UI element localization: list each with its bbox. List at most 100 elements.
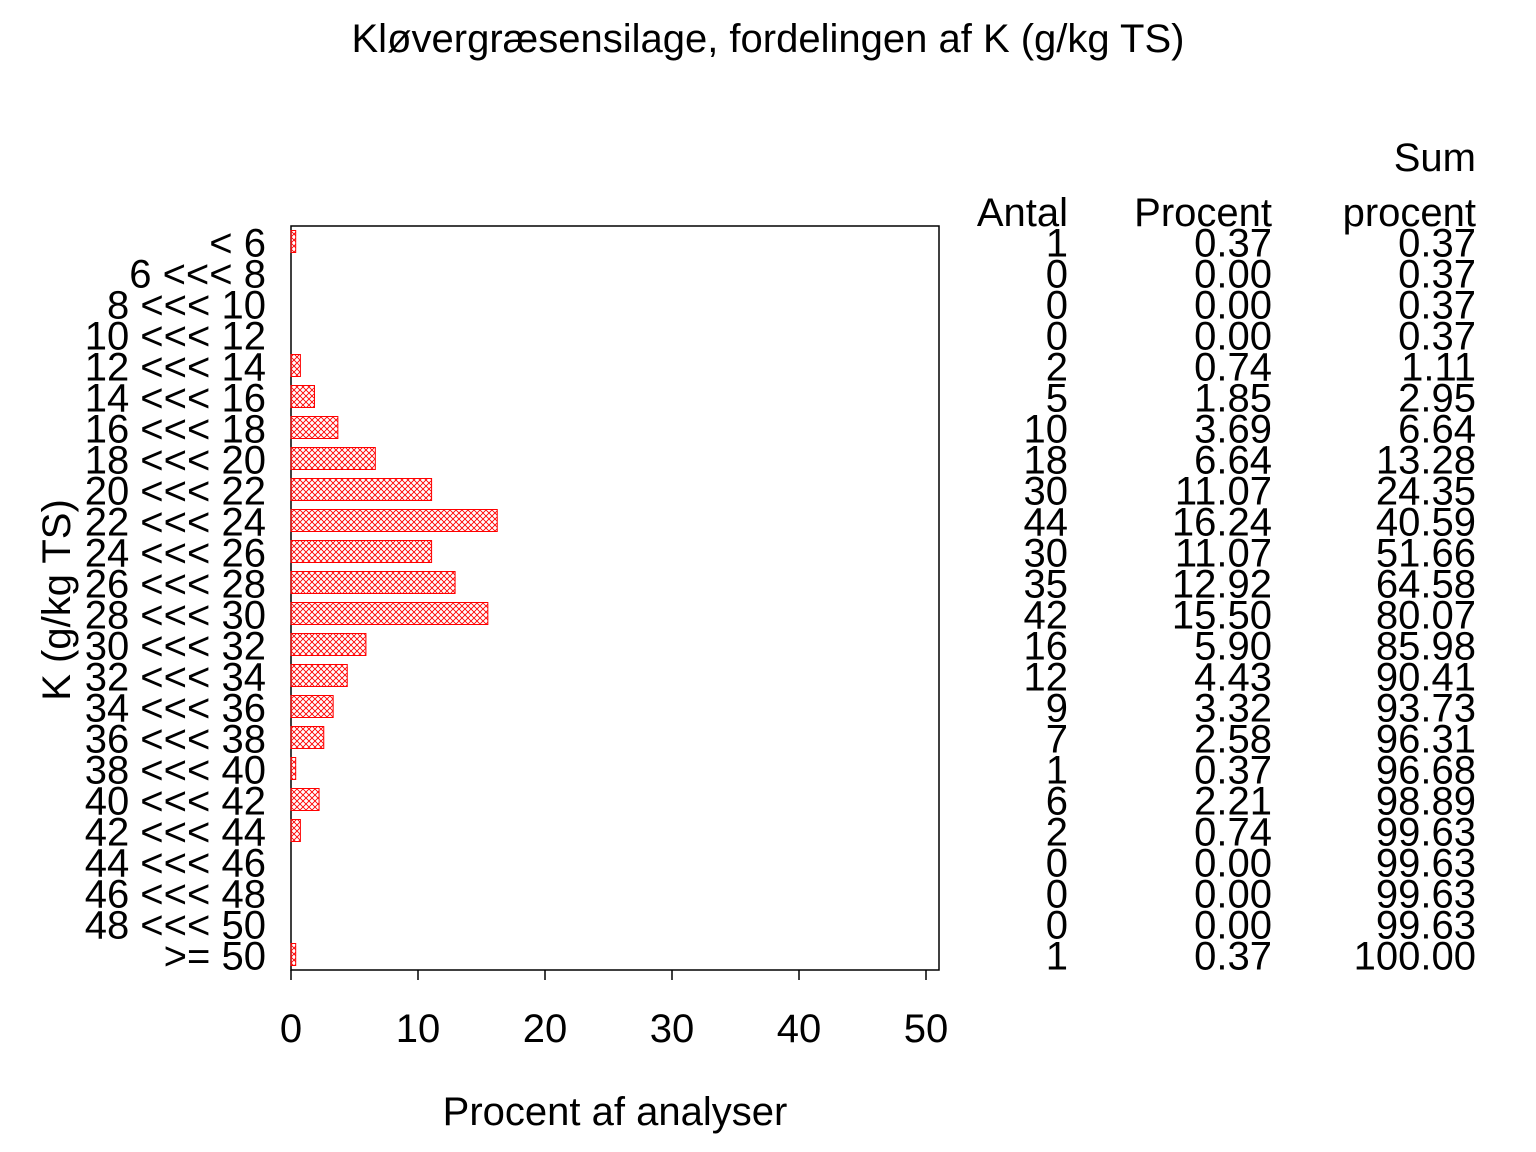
table-cell-antal: 12 (1024, 656, 1069, 700)
bar-18 (290, 788, 320, 811)
table-cell-antal: 5 (1046, 377, 1068, 421)
bar-5 (290, 385, 315, 408)
x-tick-label: 10 (396, 1007, 441, 1051)
plot-frame (290, 225, 940, 971)
x-tick-label: 0 (280, 1007, 302, 1051)
table-cell-procent: 0.00 (1194, 873, 1272, 917)
table-cell-sum-procent: 13.28 (1376, 439, 1476, 483)
table-cell-procent: 0.00 (1194, 315, 1272, 359)
category-label: 6 <<< 8 (129, 253, 266, 297)
bar-7 (290, 447, 376, 470)
table-cell-procent: 0.74 (1194, 346, 1272, 390)
category-label: 12 <<< 14 (85, 346, 266, 390)
y-axis-label: K (g/kg TS) (35, 499, 79, 701)
table-cell-sum-procent: 2.95 (1398, 377, 1476, 421)
table-cell-antal: 44 (1024, 501, 1069, 545)
bar-17 (290, 757, 297, 780)
table-cell-antal: 42 (1024, 594, 1069, 638)
category-label: 44 <<< 46 (85, 842, 266, 886)
table-cell-sum-procent: 90.41 (1376, 656, 1476, 700)
table-cell-sum-procent: 1.11 (1401, 346, 1476, 390)
table-cell-procent: 0.00 (1194, 904, 1272, 948)
table-cell-procent: 15.50 (1172, 594, 1272, 638)
table-cell-antal: 16 (1024, 625, 1069, 669)
table-cell-antal: 9 (1046, 687, 1068, 731)
table-cell-antal: 7 (1046, 718, 1068, 762)
header-sum-bottom: procent (1343, 191, 1476, 235)
table-cell-procent: 4.43 (1194, 656, 1272, 700)
x-tick-label: 40 (777, 1007, 822, 1051)
table-cell-procent: 0.37 (1194, 935, 1272, 979)
bar-4 (290, 354, 301, 377)
table-cell-sum-procent: 98.89 (1376, 780, 1476, 824)
table-cell-sum-procent: 100.00 (1354, 935, 1476, 979)
header-antal: Antal (977, 191, 1068, 235)
bar-12 (290, 602, 489, 625)
x-tick-label: 50 (904, 1007, 949, 1051)
category-label: 38 <<< 40 (85, 749, 266, 793)
x-tick-label: 30 (650, 1007, 695, 1051)
x-axis-label: Procent af analyser (443, 1090, 788, 1134)
table-cell-procent: 11.07 (1175, 532, 1272, 576)
bar-23 (290, 943, 297, 966)
table-cell-sum-procent: 0.37 (1398, 315, 1476, 359)
table-cell-procent: 0.00 (1194, 253, 1272, 297)
table-cell-procent: 0.00 (1194, 284, 1272, 328)
table-cell-antal: 6 (1046, 780, 1068, 824)
table-cell-antal: 2 (1046, 346, 1068, 390)
header-procent: Procent (1134, 191, 1272, 235)
table-cell-procent: 1.85 (1194, 377, 1272, 421)
category-label: 10 <<< 12 (85, 315, 266, 359)
table-cell-procent: 0.00 (1194, 842, 1272, 886)
table-cell-sum-procent: 96.31 (1376, 718, 1476, 762)
table-cell-sum-procent: 0.37 (1398, 222, 1476, 266)
table-cell-antal: 0 (1046, 315, 1068, 359)
table-cell-antal: 10 (1024, 408, 1069, 452)
table-cell-sum-procent: 85.98 (1376, 625, 1476, 669)
category-label: 20 <<< 22 (85, 470, 266, 514)
table-cell-sum-procent: 0.37 (1398, 284, 1476, 328)
table-cell-sum-procent: 99.63 (1376, 873, 1476, 917)
table-cell-sum-procent: 6.64 (1398, 408, 1476, 452)
table-cell-procent: 2.58 (1194, 718, 1272, 762)
table-cell-procent: 3.32 (1194, 687, 1272, 731)
bar-16 (290, 726, 325, 749)
category-label: 36 <<< 38 (85, 718, 266, 762)
chart-title: Kløvergræsensilage, fordelingen af K (g/… (352, 17, 1185, 61)
category-label: 24 <<< 26 (85, 532, 266, 576)
category-label: < 6 (209, 222, 266, 266)
table-cell-procent: 11.07 (1175, 470, 1272, 514)
table-cell-sum-procent: 96.68 (1376, 749, 1476, 793)
category-label: 18 <<< 20 (85, 439, 266, 483)
category-label: 16 <<< 18 (85, 408, 266, 452)
table-cell-procent: 16.24 (1172, 501, 1272, 545)
table-cell-antal: 18 (1024, 439, 1069, 483)
category-label: 40 <<< 42 (85, 780, 266, 824)
table-cell-procent: 0.37 (1194, 222, 1272, 266)
table-cell-sum-procent: 93.73 (1376, 687, 1476, 731)
table-cell-procent: 2.21 (1194, 780, 1272, 824)
bar-13 (290, 633, 367, 656)
category-label: 34 <<< 36 (85, 687, 266, 731)
table-cell-sum-procent: 0.37 (1398, 253, 1476, 297)
bar-8 (290, 478, 433, 501)
category-label: 32 <<< 34 (85, 656, 266, 700)
table-cell-procent: 0.74 (1194, 811, 1272, 855)
table-cell-antal: 1 (1046, 749, 1068, 793)
table-cell-sum-procent: 40.59 (1376, 501, 1476, 545)
table-cell-antal: 1 (1046, 222, 1068, 266)
category-label: >= 50 (164, 935, 266, 979)
table-cell-sum-procent: 51.66 (1376, 532, 1476, 576)
table-cell-antal: 0 (1046, 842, 1068, 886)
category-label: 46 <<< 48 (85, 873, 266, 917)
table-cell-antal: 1 (1046, 935, 1068, 979)
table-cell-antal: 35 (1024, 563, 1069, 607)
category-label: 8 <<< 10 (107, 284, 266, 328)
table-cell-antal: 0 (1046, 253, 1068, 297)
table-cell-antal: 2 (1046, 811, 1068, 855)
category-label: 28 <<< 30 (85, 594, 266, 638)
table-cell-sum-procent: 99.63 (1376, 842, 1476, 886)
table-cell-sum-procent: 99.63 (1376, 811, 1476, 855)
table-cell-procent: 0.37 (1194, 749, 1272, 793)
